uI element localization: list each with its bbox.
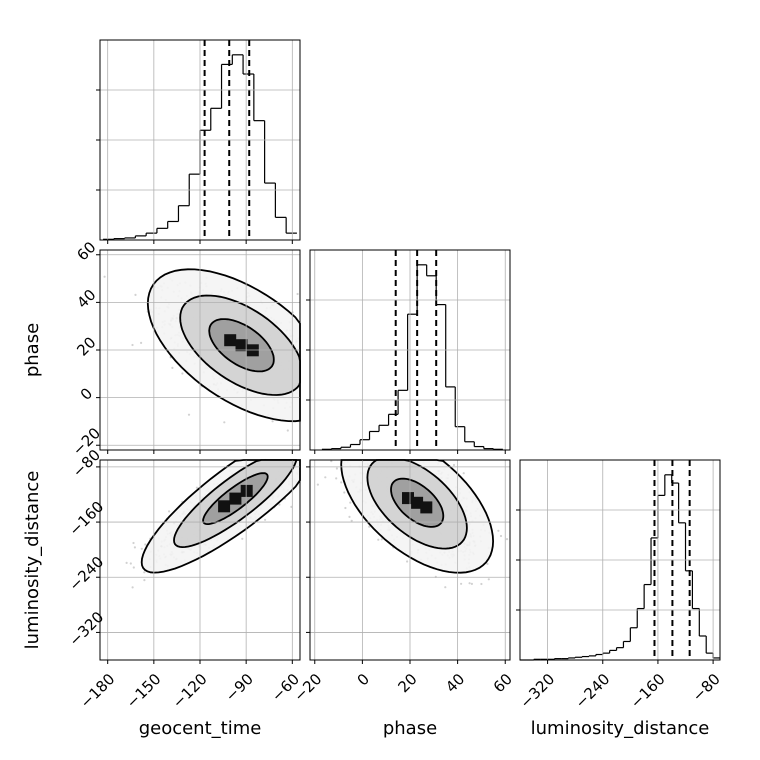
grid-lines — [107, 40, 293, 240]
scatter-point — [350, 519, 353, 522]
scatter-point — [241, 537, 244, 540]
scatter-point — [132, 566, 135, 569]
x-tick-label: 40 — [442, 670, 468, 696]
x-tick-label: 0 — [354, 670, 373, 689]
scatter-point — [134, 293, 137, 296]
grid-lines — [314, 460, 506, 660]
scatter-point — [278, 503, 281, 506]
scatter-point — [140, 341, 143, 344]
grid-lines — [547, 460, 714, 660]
x-tick-label: −90 — [222, 670, 257, 705]
y-tick-label: −320 — [66, 608, 108, 650]
scatter-point — [140, 547, 143, 550]
x-tick-label: 60 — [490, 670, 516, 696]
scatter-point — [195, 486, 198, 489]
density-peak-cell — [229, 492, 242, 505]
scatter-point — [340, 481, 343, 484]
scatter-point — [181, 372, 184, 375]
scatter-point — [452, 463, 456, 467]
x-tick-label: −320 — [516, 670, 558, 712]
x-tick-label: −180 — [77, 670, 119, 712]
scatter-point — [377, 538, 380, 541]
scatter-point — [344, 506, 347, 510]
scatter-point — [143, 571, 146, 574]
scatter-point — [480, 582, 483, 586]
grid-lines — [314, 250, 506, 450]
scatter-point — [171, 366, 174, 369]
scatter-point — [131, 343, 134, 347]
scatter-point — [468, 582, 471, 585]
scatter-point — [470, 582, 473, 586]
scatter-point — [505, 538, 509, 541]
density-peak-cell — [420, 501, 433, 514]
y-tick-label: 40 — [73, 286, 99, 312]
scatter-point — [406, 560, 409, 563]
density-peak-cell — [411, 496, 424, 509]
x-tick-label: −80 — [689, 670, 724, 705]
scatter-point — [335, 467, 338, 470]
scatter-point — [444, 586, 447, 589]
scatter-point — [103, 275, 106, 278]
x-tick-label: −240 — [572, 670, 614, 712]
scatter-point — [499, 534, 503, 538]
y-tick-label: −240 — [66, 553, 108, 595]
x-axis-label: phase — [383, 718, 437, 739]
x-axis-label: geocent_time — [139, 718, 262, 739]
grid-lines — [107, 460, 293, 660]
scatter-point — [131, 586, 134, 589]
density-peak-cell — [402, 492, 414, 505]
density-peak-cell — [240, 484, 253, 497]
x-tick-label: −160 — [627, 670, 669, 712]
density-peak-cell — [218, 500, 231, 513]
scatter-point — [462, 472, 465, 475]
scatter-point — [133, 546, 136, 549]
scatter-point — [497, 529, 500, 532]
scatter-point — [316, 483, 319, 486]
scatter-point — [223, 421, 226, 424]
scatter-point — [487, 578, 490, 581]
scatter-point — [368, 525, 371, 528]
x-tick-label: −20 — [290, 670, 325, 705]
grid-lines — [107, 250, 293, 450]
x-tick-label: −120 — [169, 670, 211, 712]
scatter-point — [143, 579, 146, 582]
scatter-point — [486, 562, 489, 566]
scatter-point — [168, 510, 171, 513]
scatter-point — [324, 476, 327, 479]
scatter-point — [335, 477, 338, 480]
scatter-point — [460, 582, 463, 585]
scatter-point — [132, 541, 135, 545]
y-axis-label: phase — [22, 323, 43, 377]
scatter-point — [129, 562, 132, 565]
y-axis-label: luminosity_distance — [22, 471, 43, 650]
scatter-point — [264, 518, 267, 521]
scatter-point — [343, 491, 346, 494]
density-peak-cell — [235, 339, 248, 352]
x-tick-label: −150 — [123, 670, 165, 712]
scatter-point — [380, 538, 383, 541]
y-tick-label: 60 — [73, 238, 99, 264]
scatter-point — [187, 413, 191, 416]
scatter-point — [349, 501, 352, 504]
density-peak-cell — [224, 334, 237, 347]
y-tick-label: 0 — [77, 384, 96, 403]
scatter-point — [125, 561, 128, 565]
scatter-point — [144, 543, 147, 546]
scatter-point — [296, 292, 299, 296]
scatter-point — [330, 460, 333, 463]
y-tick-label: 20 — [73, 333, 99, 359]
y-tick-label: −160 — [66, 498, 108, 540]
scatter-point — [348, 515, 351, 519]
scatter-point — [286, 429, 289, 432]
scatter-point — [271, 420, 274, 423]
x-axis-label: luminosity_distance — [531, 718, 710, 739]
x-tick-label: 20 — [395, 670, 421, 696]
